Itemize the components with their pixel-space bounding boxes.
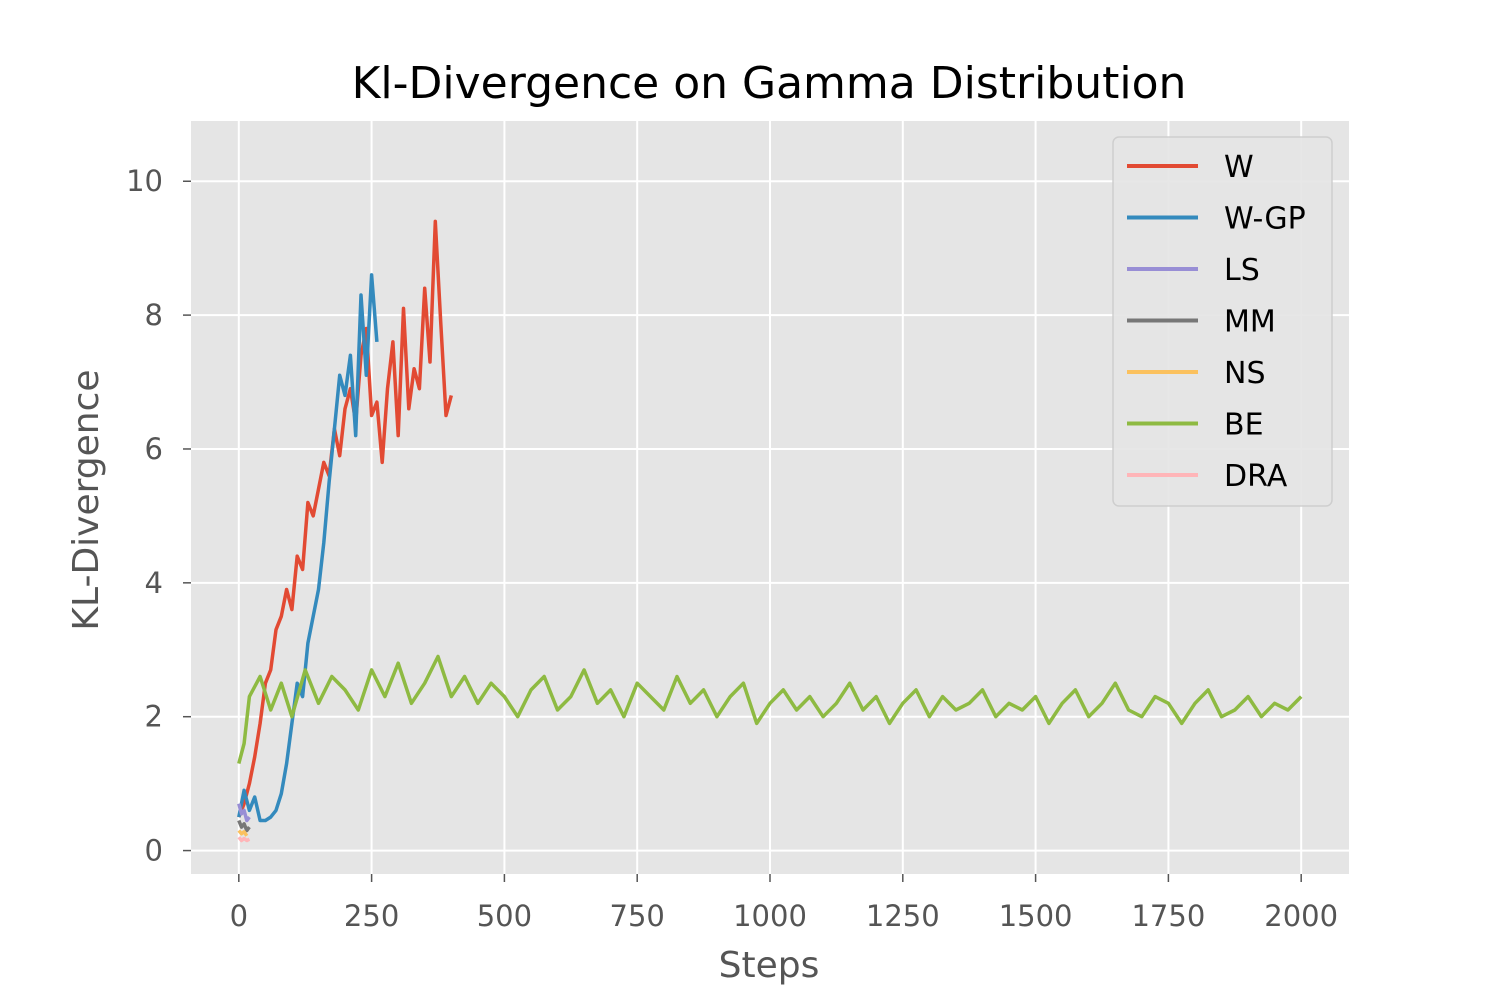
x-tick-label: 250: [344, 899, 399, 933]
y-tick-label: 8: [145, 298, 163, 332]
legend-label-ls: LS: [1224, 253, 1260, 288]
y-tick-label: 6: [145, 432, 163, 466]
x-tick-label: 0: [230, 899, 248, 933]
legend-label-mm: MM: [1224, 305, 1276, 340]
series-line-mm: [237, 819, 251, 833]
series-line-ns: [237, 829, 249, 837]
series-line-w-gp: [237, 273, 379, 823]
series-group: [237, 219, 1303, 843]
x-tick-label: 1750: [1131, 899, 1205, 933]
x-tick-label: 1500: [999, 899, 1073, 933]
y-tick-label: 10: [126, 164, 163, 198]
chart-title: Kl-Divergence on Gamma Distribution: [352, 58, 1187, 109]
x-axis-label: Steps: [719, 945, 820, 986]
series-line-ls: [237, 803, 251, 823]
series-line-w: [237, 219, 453, 818]
series-line-be: [237, 654, 1303, 765]
y-tick-label: 2: [145, 700, 163, 734]
y-axis-label: KL-Divergence: [66, 369, 107, 630]
x-axis-ticks: 0 250 500 750 1000 1250 1500 1750 2000: [230, 874, 1338, 933]
legend-label-dra: DRA: [1224, 459, 1288, 494]
x-tick-label: 2000: [1264, 899, 1338, 933]
x-tick-label: 1250: [866, 899, 940, 933]
series-line-dra: [237, 836, 251, 843]
legend-box: [1112, 136, 1333, 507]
legend-label-be: BE: [1224, 408, 1264, 443]
x-tick-label: 500: [477, 899, 532, 933]
legend-label-ns: NS: [1224, 356, 1265, 391]
x-tick-label: 1000: [733, 899, 807, 933]
y-tick-label: 0: [145, 834, 163, 868]
legend-label-w-gp: W-GP: [1224, 202, 1306, 237]
legend: W W-GP LS MM NS BE DRA: [1112, 136, 1333, 507]
legend-label-w: W: [1224, 150, 1254, 185]
y-tick-label: 4: [145, 566, 163, 600]
x-tick-label: 750: [610, 899, 665, 933]
y-axis-ticks: 0 2 4 6 8 10: [126, 164, 191, 868]
